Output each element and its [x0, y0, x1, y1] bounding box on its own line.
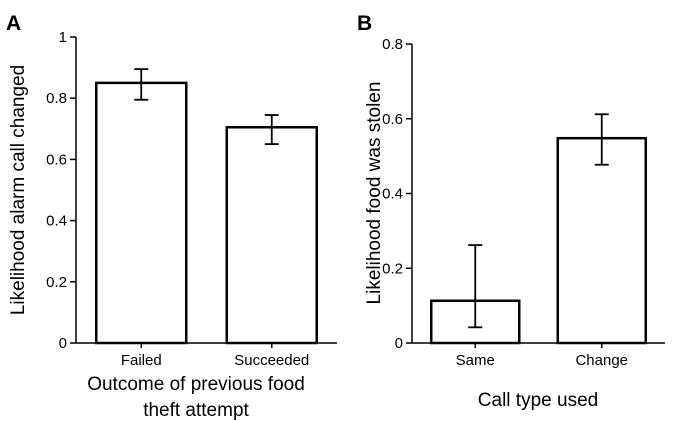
panel-b-bar-change [556, 136, 647, 345]
panel-a-y-axis-title: Likelihood alarm call changed [8, 65, 29, 315]
panel-b-x-tick-label: Same [456, 352, 495, 369]
panel-a-bar-succeeded [225, 126, 318, 345]
panel-b-x-tick-label: Change [575, 352, 628, 369]
panel-b-y-tick-label: 0 [395, 335, 403, 352]
panel-a: A 0 0.2 0.4 0.6 0.8 1 Failed Succeeded Likelihoo… [6, 12, 337, 421]
panel-a-error-bar-failed [134, 68, 149, 101]
panel-b-y-tick-label: 0.6 [382, 111, 403, 128]
panel-b-x-axis-title: Call type used [478, 390, 598, 411]
panel-b-y-axis-title: Likelihood food was stolen [364, 82, 385, 305]
panel-b-y-tick-label: 0.2 [382, 260, 403, 277]
panel-b-y-tick-label: 0.8 [382, 36, 403, 53]
panel-a-x-tick-label: Failed [121, 352, 162, 369]
panel-a-y-tick-label: 0.4 [46, 213, 67, 230]
panel-a-x-axis-title: Outcome of previous food [87, 374, 305, 395]
panel-a-x-tick-label: Succeeded [234, 352, 309, 369]
panel-b-error-bar-change [594, 113, 609, 166]
panel-a-bar-failed [95, 81, 188, 345]
panel-a-error-bar-succeeded [264, 114, 279, 146]
panel-a-y-tick-label: 0 [59, 335, 67, 352]
panel-b-error-bar-same [468, 244, 483, 329]
panel-a-y-tick-label: 0.2 [46, 274, 67, 291]
panel-a-y-tick-label: 0.6 [46, 151, 67, 168]
panel-a-x-axis-title: theft attempt [143, 400, 249, 421]
panel-a-y-tick-label: 0.8 [46, 90, 67, 107]
panel-a-y-tick-label: 1 [59, 29, 67, 46]
panel-b: B 0 0.2 0.4 0.6 0.8 Same Change Likelihood food… [357, 12, 665, 411]
panel-b-letter: B [357, 12, 372, 35]
panel-b-y-tick-label: 0.4 [382, 186, 403, 203]
panel-a-letter: A [6, 12, 21, 35]
